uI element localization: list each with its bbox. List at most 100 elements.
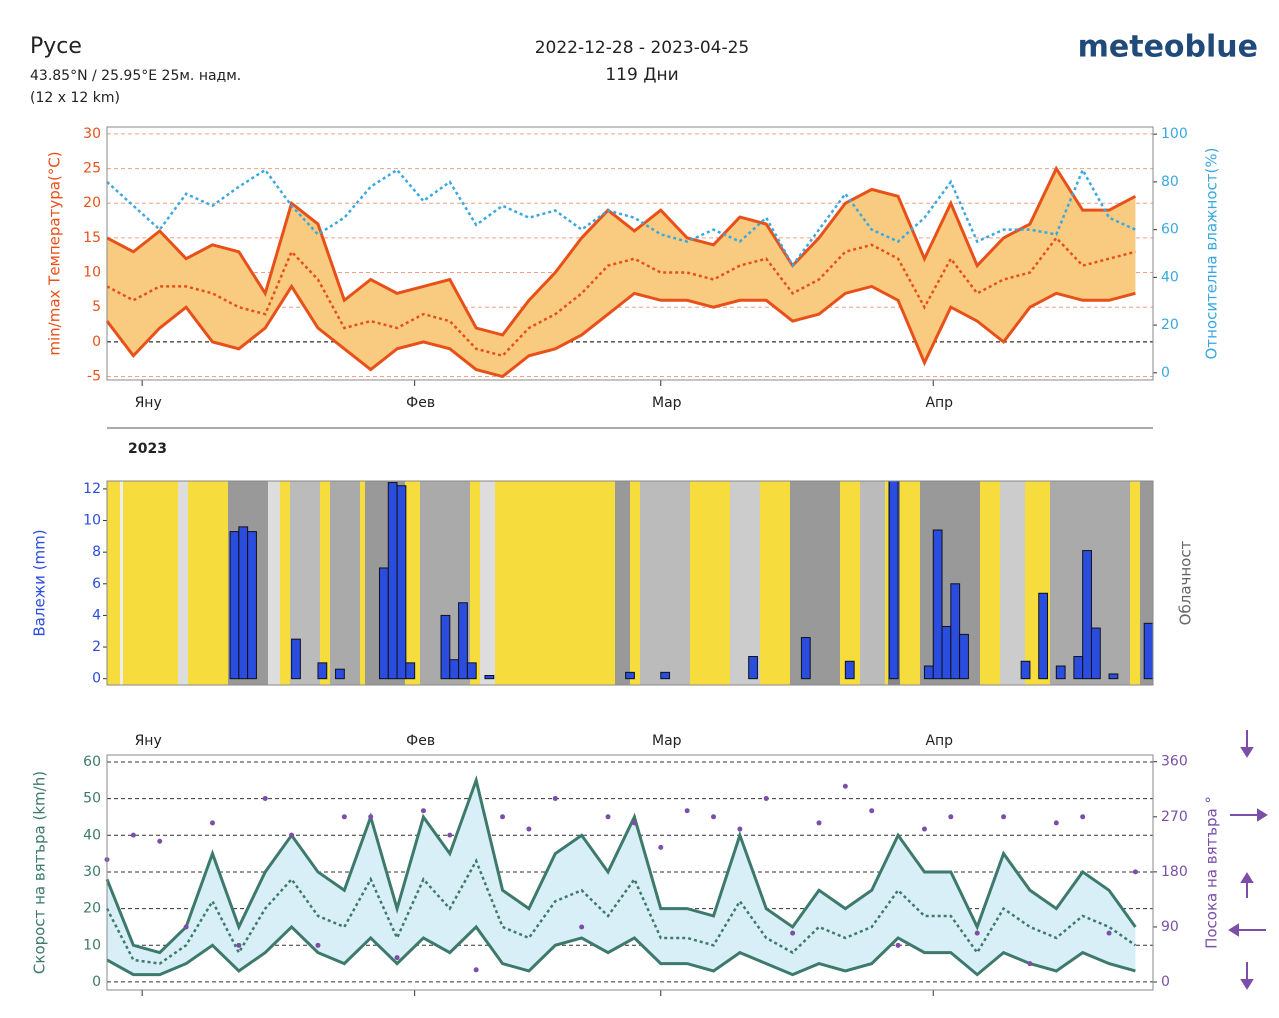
direction-dot (921, 826, 927, 832)
precip-bar (335, 668, 345, 680)
direction-dot (552, 795, 558, 801)
line (105, 283, 1136, 379)
y2-tick-label: 90 (1161, 919, 1179, 935)
y2-tick-label: 360 (1161, 754, 1188, 770)
plot-frame (106, 126, 1154, 381)
y-tick-label: 4 (92, 607, 101, 623)
precip-bar (405, 662, 416, 680)
direction-dot (816, 820, 822, 826)
x-tick-label: Яну (135, 395, 162, 411)
y2-tick-label: 60 (1161, 222, 1179, 238)
precip-bar (1082, 550, 1092, 680)
x-tick-label: Яну (135, 733, 162, 749)
y2-tick-label: 0 (1161, 974, 1170, 990)
direction-dot (658, 844, 664, 850)
precip-bar (660, 671, 671, 680)
y2-tick-label: 40 (1161, 269, 1179, 285)
y-axis-label: min/max Температура(°C) (46, 151, 64, 355)
direction-dot (1080, 814, 1086, 820)
y2-tick-label: 270 (1161, 809, 1188, 825)
precip-bar (1055, 665, 1066, 680)
direction-dot (684, 808, 690, 814)
line (106, 924, 1136, 977)
direction-dot (1027, 961, 1033, 967)
mean-line (106, 235, 1136, 358)
y-tick-label: 30 (83, 126, 101, 142)
direction-dot (763, 795, 769, 801)
y-tick-label: 6 (92, 576, 101, 592)
y-tick-label: 10 (83, 265, 101, 281)
direction-dot (1132, 869, 1138, 875)
y2-tick-label: 100 (1161, 126, 1188, 142)
precip-bar (317, 662, 328, 680)
coords: 43.85°N / 25.95°E 25м. надм. (30, 68, 241, 84)
precip-bar (291, 638, 301, 680)
y-tick-label: 10 (83, 513, 101, 529)
precip-bar (800, 637, 811, 680)
direction-dot (420, 808, 426, 814)
precip-bar (387, 482, 398, 680)
precip-bar (959, 633, 969, 680)
plot-frame (106, 480, 1154, 686)
precip-bar (458, 602, 468, 680)
x-tick-label: Апр (925, 395, 953, 411)
precip-bar (484, 675, 495, 680)
direction-dot (869, 808, 875, 814)
direction-dot (341, 814, 347, 820)
x-tick-label: Мар (652, 395, 682, 411)
y-tick-label: 20 (83, 195, 101, 211)
location: Русе (30, 34, 82, 59)
direction-dot (526, 826, 532, 832)
mean-line (106, 167, 1136, 268)
y2-tick-label: 20 (1161, 317, 1179, 333)
precip-bar (1090, 627, 1101, 680)
precip-bar (1143, 622, 1154, 680)
x-tick-label: Фев (406, 395, 435, 411)
y-tick-label: 0 (92, 671, 101, 687)
direction-dot (948, 814, 954, 820)
direction-dot (790, 930, 796, 936)
direction-dot (579, 924, 585, 930)
precip-bar (1020, 660, 1031, 680)
y-tick-label: 8 (92, 544, 101, 560)
y2-tick-label: 80 (1161, 174, 1179, 190)
y-tick-label: 50 (83, 791, 101, 807)
precip-bar (950, 583, 961, 680)
direction-dot (711, 814, 717, 820)
precip-bar (941, 625, 952, 680)
precip-bar (238, 526, 249, 680)
y-tick-label: 25 (83, 161, 101, 177)
y2-axis-label: Посока на вятъра ° (1203, 796, 1221, 949)
precip-bar (449, 659, 460, 680)
line (105, 775, 1137, 955)
y-axis-label: Валежи (mm) (31, 529, 49, 636)
precip-bar (844, 660, 855, 680)
direction-dot (157, 838, 163, 844)
precip-bar (1038, 592, 1049, 680)
y-tick-label: 20 (83, 901, 101, 917)
direction-dot (1001, 814, 1007, 820)
range-band (107, 780, 1136, 975)
direction-dot (130, 832, 136, 838)
direction-dot (447, 832, 453, 838)
direction-dot (368, 814, 374, 820)
precip-bar (748, 656, 758, 680)
direction-dot (737, 826, 743, 832)
direction-dot (1053, 820, 1059, 826)
direction-arrows (1228, 730, 1268, 990)
x-tick-label: Фев (406, 733, 435, 749)
y-tick-label: 0 (92, 974, 101, 990)
direction-dot (473, 967, 479, 973)
line (106, 165, 1137, 337)
x-tick-label: Апр (925, 733, 953, 749)
direction-dot (315, 942, 321, 948)
plot-frame (106, 754, 1154, 991)
precip-bar (888, 480, 899, 680)
y-tick-label: 0 (92, 334, 101, 350)
y-tick-label: 12 (83, 481, 101, 497)
cloud-stripes (107, 481, 1153, 685)
precip-bar (440, 614, 451, 680)
y-tick-label: 40 (83, 827, 101, 843)
y-tick-label: 15 (83, 230, 101, 246)
